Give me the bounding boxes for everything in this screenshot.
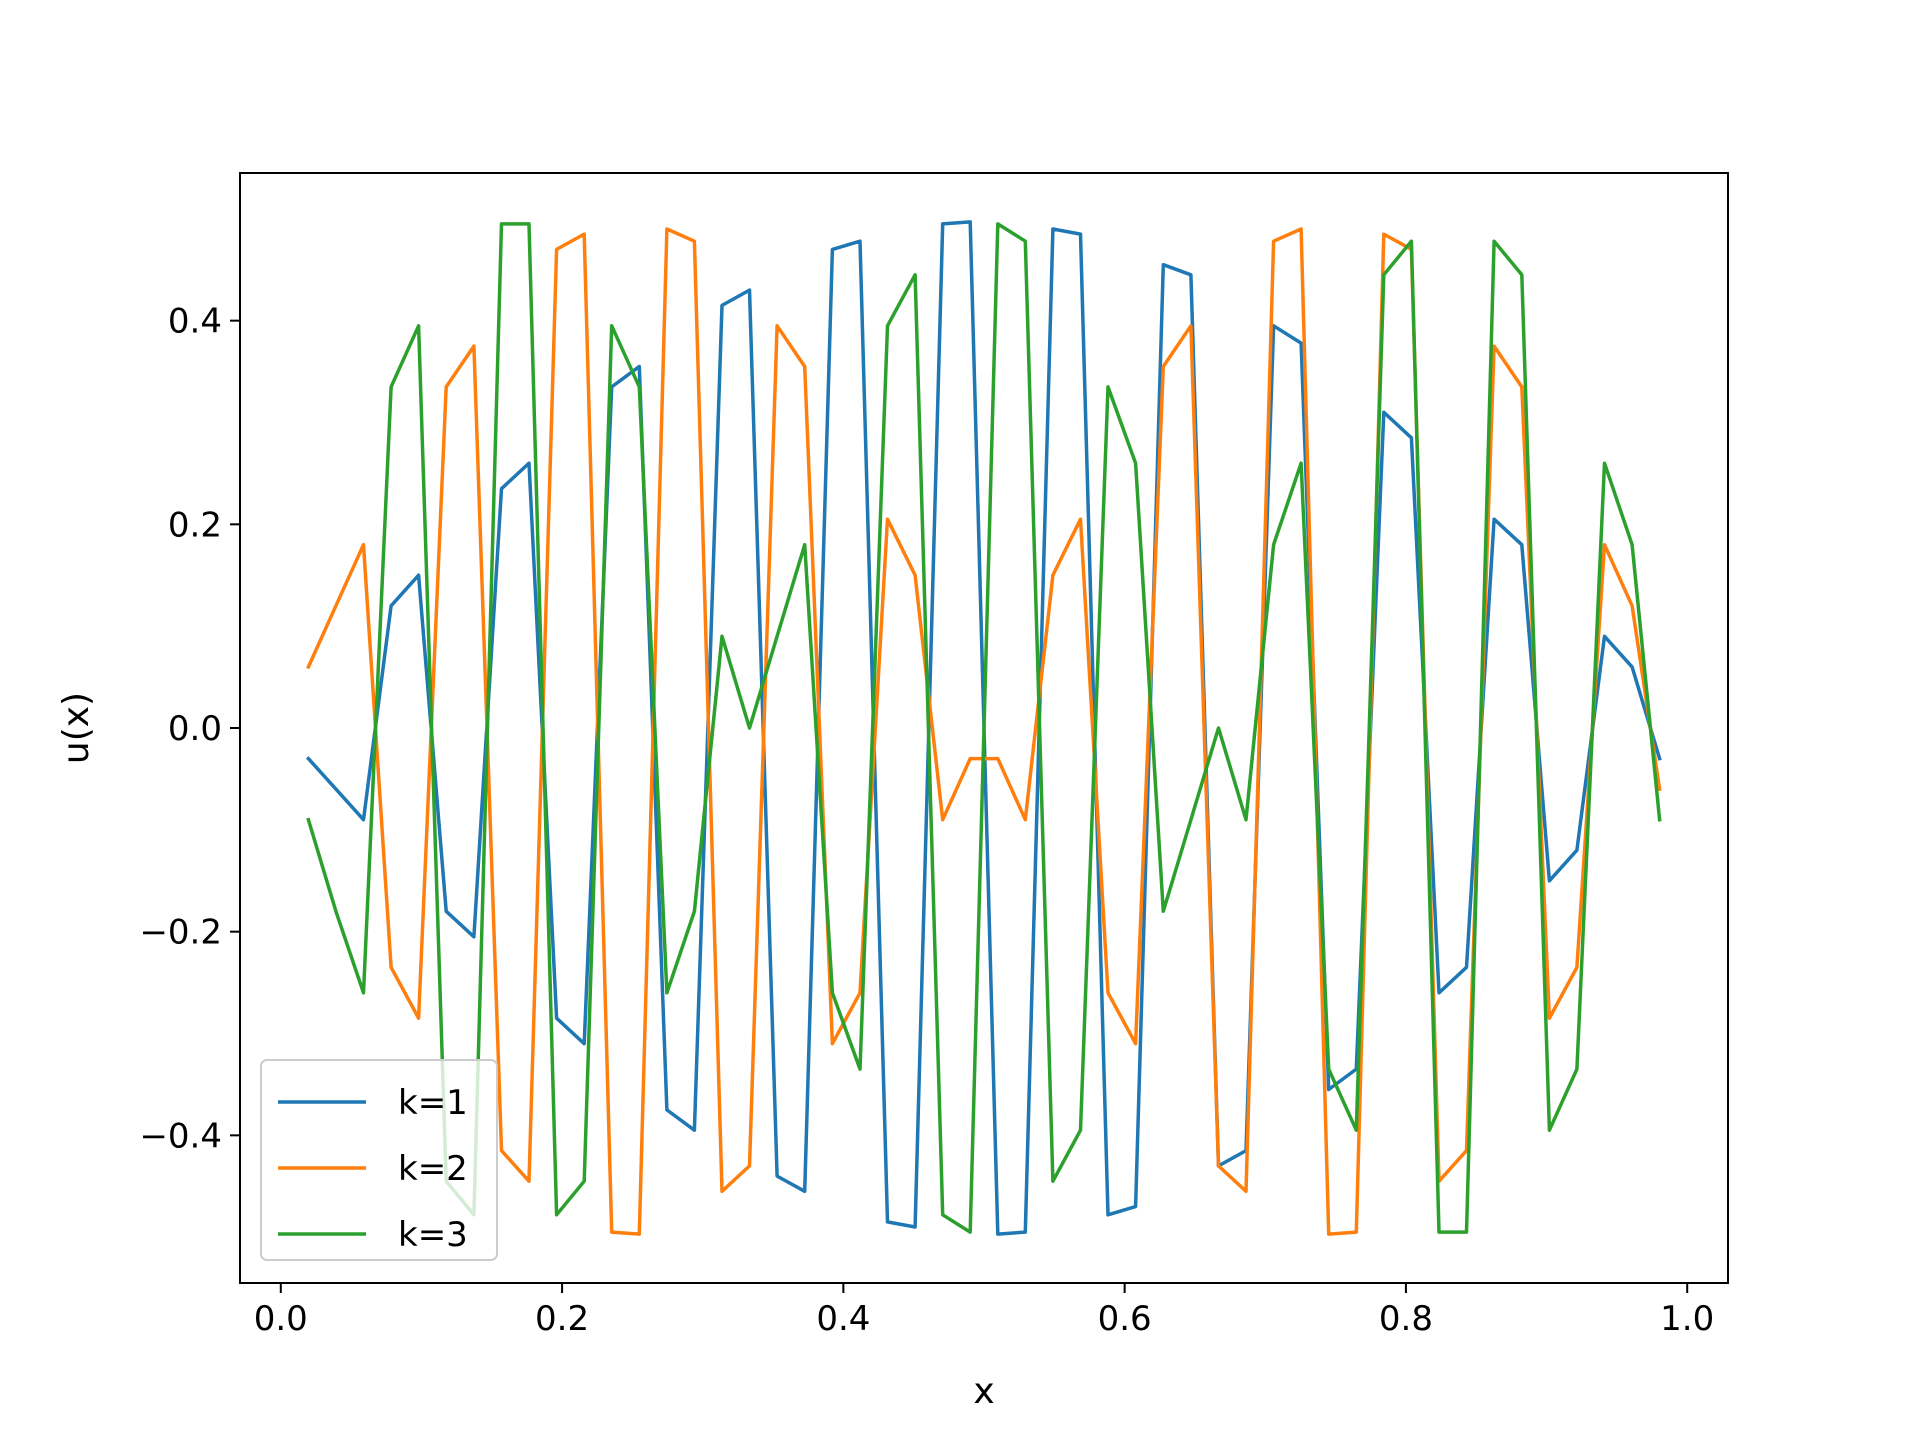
y-tick-label: −0.2 <box>139 913 222 953</box>
legend-box <box>260 1059 498 1261</box>
legend-label-1: k=1 <box>398 1083 468 1123</box>
y-tick-label: −0.4 <box>139 1116 222 1156</box>
legend-label-2: k=2 <box>398 1149 468 1189</box>
legend-label-3: k=3 <box>398 1215 468 1255</box>
x-axis-ticks: 0.0 0.2 0.4 0.6 0.8 1.0 <box>254 1283 1714 1339</box>
x-axis-label: x <box>973 1371 994 1412</box>
y-tick-label: 0.4 <box>168 302 222 342</box>
legend: k=1 k=2 k=3 <box>260 1059 498 1261</box>
y-tick-label: 0.0 <box>168 709 222 749</box>
x-tick-label: 0.6 <box>1098 1299 1152 1339</box>
y-axis-label: u(x) <box>56 692 97 764</box>
x-tick-label: 0.4 <box>816 1299 870 1339</box>
series-line-3 <box>306 222 1662 1234</box>
legend-entries: k=1 k=2 k=3 <box>278 1083 468 1255</box>
series-layer <box>305 220 1662 1236</box>
x-tick-label: 0.0 <box>254 1299 308 1339</box>
y-axis-ticks: −0.4 −0.2 0.0 0.2 0.4 <box>139 302 240 1156</box>
y-tick-label: 0.2 <box>168 505 222 545</box>
x-tick-label: 0.8 <box>1379 1299 1433 1339</box>
x-tick-label: 1.0 <box>1660 1299 1714 1339</box>
x-tick-label: 0.2 <box>535 1299 589 1339</box>
